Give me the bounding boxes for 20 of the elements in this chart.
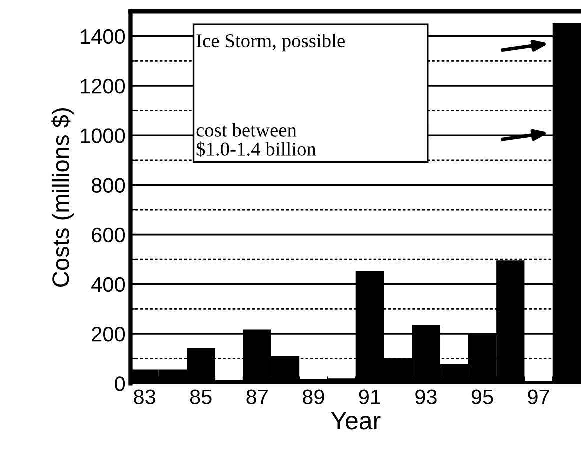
- x-tick-label: 87: [246, 390, 268, 404]
- y-tick-label: 1200: [81, 79, 126, 94]
- y-tick-label: 0: [115, 376, 126, 392]
- y-tick-label: 600: [92, 228, 126, 243]
- y-tick-label: 400: [92, 277, 126, 292]
- x-tick-label: 97: [528, 390, 550, 404]
- x-axis-title: Year: [331, 412, 381, 430]
- y-tick-label: 1000: [81, 128, 126, 144]
- annotation: cost between $1.0-1.4 billion: [196, 123, 316, 158]
- y-tick-label: 1400: [81, 29, 126, 44]
- y-tick-label: 200: [92, 327, 126, 342]
- x-tick-label: 89: [302, 390, 324, 404]
- x-tick-label: 91: [359, 390, 381, 404]
- annotation: Ice Storm, possible: [196, 34, 345, 52]
- x-tick-label: 85: [190, 390, 212, 404]
- x-tick-label: 93: [416, 390, 437, 404]
- y-tick-label: 800: [92, 178, 126, 193]
- x-tick-label: 95: [472, 390, 494, 404]
- x-tick-label: 83: [134, 390, 156, 404]
- y-axis-title: Costs (millions $): [52, 108, 74, 287]
